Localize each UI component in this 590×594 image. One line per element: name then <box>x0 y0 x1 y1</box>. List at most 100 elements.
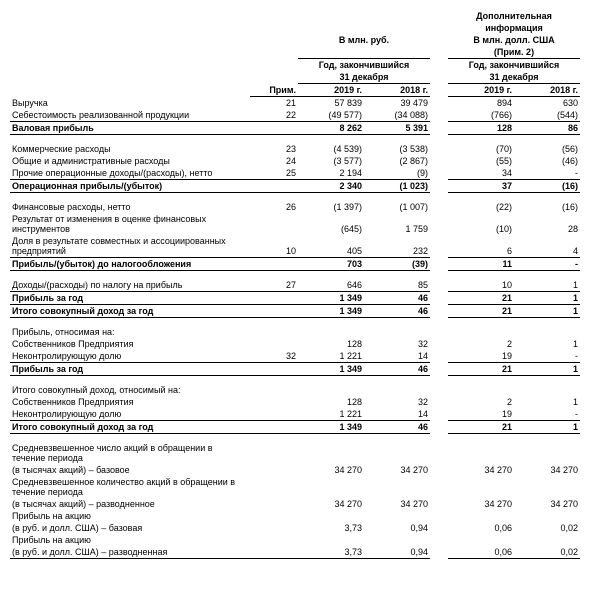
row-value <box>514 384 580 396</box>
row-note: 25 <box>250 167 298 180</box>
row-value: 1 349 <box>298 363 364 376</box>
row-label: Результат от изменения в оценке финансов… <box>10 213 250 235</box>
table-row: Прибыль за год 1 34946 211 <box>10 363 580 376</box>
row-value: 34 270 <box>514 498 580 510</box>
row-note: 21 <box>250 97 298 110</box>
row-note <box>250 384 298 396</box>
row-value: 1 <box>514 363 580 376</box>
row-label: Средневзвешенное количество акций в обра… <box>10 476 250 498</box>
table-row <box>10 434 580 443</box>
table-row: Итого совокупный доход, относимый на: <box>10 384 580 396</box>
row-note <box>250 122 298 135</box>
row-value: 0,02 <box>514 546 580 559</box>
table-row: Прочие операционные доходы/(расходы), не… <box>10 167 580 180</box>
table-row: Финансовые расходы, нетто26(1 397)(1 007… <box>10 201 580 213</box>
row-value: (645) <box>298 213 364 235</box>
header-add-info2: информация <box>448 22 580 34</box>
row-value: 34 270 <box>448 464 514 476</box>
table-header: Дополнительная информация В млн. руб. В … <box>10 10 580 97</box>
row-value: (16) <box>514 180 580 193</box>
row-value: 86 <box>514 122 580 135</box>
row-value: 46 <box>364 363 430 376</box>
row-value <box>448 534 514 546</box>
table-row: Доля в результате совместных и ассоцииро… <box>10 235 580 258</box>
table-row <box>10 376 580 385</box>
row-value: (56) <box>514 143 580 155</box>
row-note <box>250 522 298 534</box>
row-value <box>514 534 580 546</box>
row-value: 34 270 <box>514 464 580 476</box>
row-value: 703 <box>298 258 364 271</box>
row-note: 32 <box>250 350 298 363</box>
row-value: (1 023) <box>364 180 430 193</box>
row-label: Доходы/(расходы) по налогу на прибыль <box>10 279 250 292</box>
row-value: 46 <box>364 421 430 434</box>
row-value: 405 <box>298 235 364 258</box>
header-2019-usd: 2019 г. <box>448 84 514 97</box>
row-value: (3 538) <box>364 143 430 155</box>
row-label: Себестоимость реализованной продукции <box>10 109 250 122</box>
row-value <box>364 476 430 498</box>
table-row: Прибыль, относимая на: <box>10 326 580 338</box>
row-value: 21 <box>448 363 514 376</box>
row-value: (16) <box>514 201 580 213</box>
row-note <box>250 305 298 318</box>
table-row: Средневзвешенное количество акций в обра… <box>10 476 580 498</box>
row-label: Средневзвешенное число акций в обращении… <box>10 442 250 464</box>
row-note <box>250 498 298 510</box>
row-value: 14 <box>364 408 430 421</box>
row-value: (10) <box>448 213 514 235</box>
row-value <box>364 326 430 338</box>
table-row: Неконтролирующую долю321 2211419- <box>10 350 580 363</box>
table-row: Средневзвешенное число акций в обращении… <box>10 442 580 464</box>
header-rub: В млн. руб. <box>298 34 430 46</box>
table-row: Себестоимость реализованной продукции22(… <box>10 109 580 122</box>
row-label: Прибыль на акцию <box>10 534 250 546</box>
row-value: (22) <box>448 201 514 213</box>
row-value <box>298 442 364 464</box>
table-row: (в тысячах акций) – разводненное34 27034… <box>10 498 580 510</box>
table-row: Собственников Предприятия1283221 <box>10 396 580 408</box>
row-value: 0,94 <box>364 546 430 559</box>
row-note: 22 <box>250 109 298 122</box>
row-value <box>364 442 430 464</box>
table-row: Доходы/(расходы) по налогу на прибыль276… <box>10 279 580 292</box>
table-row: Итого совокупный доход за год1 34946211 <box>10 421 580 434</box>
row-value: 0,94 <box>364 522 430 534</box>
table-row: Прибыль за год1 34946211 <box>10 292 580 305</box>
header-add-info1: Дополнительная <box>448 10 580 22</box>
row-note <box>250 421 298 434</box>
header-date-usd: 31 декабря <box>448 71 580 84</box>
row-note <box>250 180 298 193</box>
row-value: 646 <box>298 279 364 292</box>
row-value: 46 <box>364 292 430 305</box>
row-value <box>514 510 580 522</box>
row-value: (55) <box>448 155 514 167</box>
row-value: (1 007) <box>364 201 430 213</box>
row-label: Прибыль за год <box>10 363 250 376</box>
row-value <box>448 510 514 522</box>
row-label: Выручка <box>10 97 250 110</box>
row-note: 26 <box>250 201 298 213</box>
row-value: 2 194 <box>298 167 364 180</box>
row-value: 34 270 <box>448 498 514 510</box>
row-value: 34 270 <box>298 464 364 476</box>
row-value: (2 867) <box>364 155 430 167</box>
row-value: 2 <box>448 338 514 350</box>
row-label: Прибыль на акцию <box>10 510 250 522</box>
row-value: 34 270 <box>364 498 430 510</box>
table-row <box>10 318 580 327</box>
row-value: 1 221 <box>298 350 364 363</box>
row-label: Собственников Предприятия <box>10 338 250 350</box>
row-label: Итого совокупный доход за год <box>10 421 250 434</box>
row-value: (46) <box>514 155 580 167</box>
row-value <box>298 384 364 396</box>
row-label: Итого совокупный доход за год <box>10 305 250 318</box>
row-value: (3 577) <box>298 155 364 167</box>
row-value <box>298 326 364 338</box>
row-value: (1 397) <box>298 201 364 213</box>
row-value: 1 <box>514 421 580 434</box>
row-value: 14 <box>364 350 430 363</box>
row-value: 0,06 <box>448 522 514 534</box>
row-label: Операционная прибыль/(убыток) <box>10 180 250 193</box>
